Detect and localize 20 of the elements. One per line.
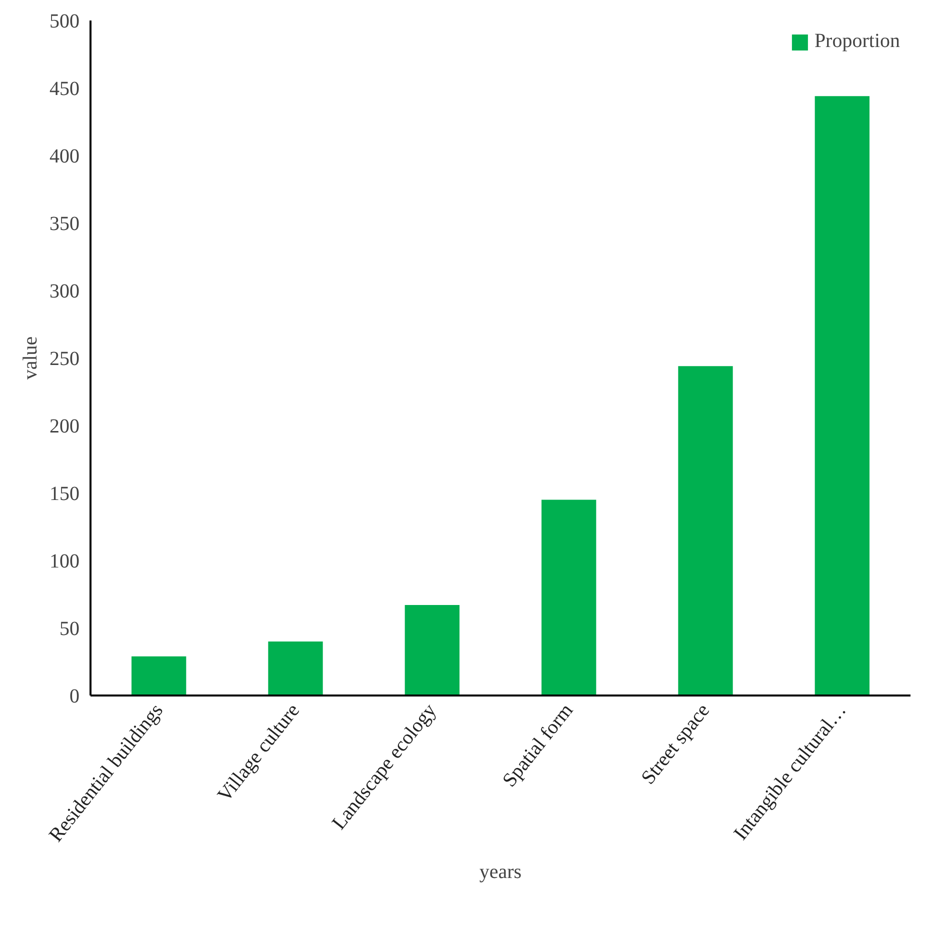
y-tick-label: 0 [70,686,80,708]
y-tick-label: 150 [50,483,80,505]
y-tick-label: 250 [50,348,80,370]
y-tick-label: 300 [50,280,80,302]
y-tick-label: 350 [50,213,80,235]
bar [132,656,186,696]
y-tick-label: 50 [60,618,80,640]
bar [814,96,870,696]
bar [268,642,323,696]
y-axis-title: value [20,336,42,380]
y-tick-label: 100 [50,550,80,572]
y-tick-label: 200 [50,416,80,438]
bar [678,366,733,696]
bar [542,500,596,696]
legend-label: Proportion [814,30,900,53]
x-axis-title: years [479,860,522,883]
y-tick-label: 500 [50,10,80,32]
y-tick-label: 450 [50,78,80,100]
y-tick-label: 400 [50,146,80,168]
bar [404,605,460,696]
